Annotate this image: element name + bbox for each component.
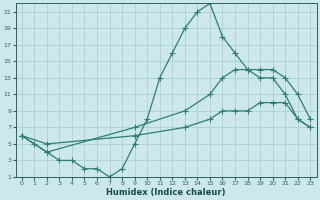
X-axis label: Humidex (Indice chaleur): Humidex (Indice chaleur) [106,188,226,197]
